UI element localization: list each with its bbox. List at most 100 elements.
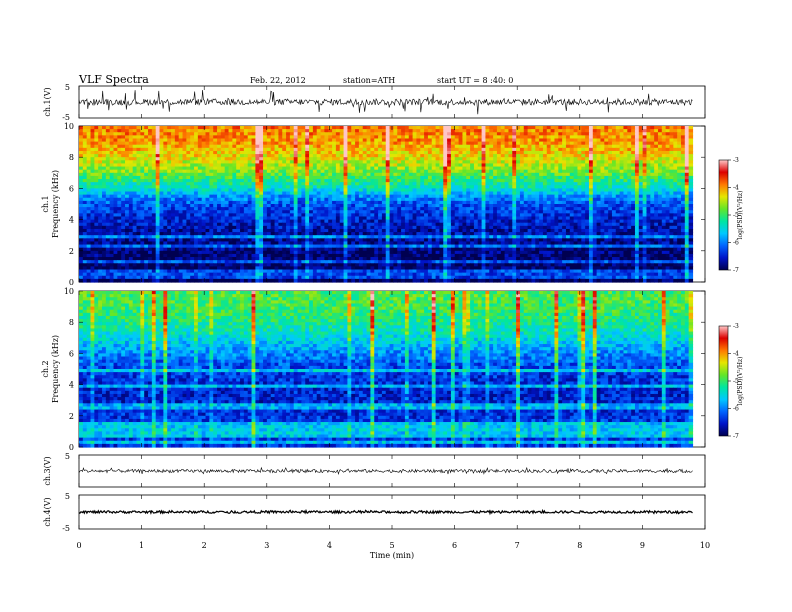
- spectrogram-cell: [634, 135, 640, 140]
- spectrogram-cell: [190, 141, 195, 146]
- spectrogram-cell: [355, 141, 360, 146]
- spectrogram-cell: [274, 157, 279, 161]
- spectrogram-cell: [144, 141, 149, 146]
- spectrogram-cell: [539, 135, 544, 140]
- spectrogram-cell: [259, 144, 264, 149]
- spectrogram-cell: [381, 135, 387, 140]
- spectrogram-cell: [416, 150, 421, 155]
- spectrogram-cell: [397, 129, 402, 133]
- spectrogram-cell: [466, 150, 471, 155]
- spectrogram-cell: [266, 132, 272, 136]
- spectrogram-cell: [581, 132, 586, 136]
- spectrogram-cell: [542, 141, 548, 146]
- spectrogram-cell: [121, 141, 126, 146]
- spectrogram-cell: [125, 135, 130, 140]
- spectrogram-cell: [228, 154, 233, 158]
- spectrogram-cell: [347, 141, 352, 146]
- spectrogram-cell: [251, 132, 256, 136]
- spectrogram-cell: [278, 154, 283, 158]
- spectrogram-cell: [282, 141, 287, 146]
- spectrogram-cell: [408, 141, 414, 146]
- spectrogram-cell: [105, 135, 111, 140]
- spectrogram-cell: [362, 157, 368, 161]
- spectrogram-cell: [90, 144, 95, 149]
- spectrogram-cell: [604, 144, 609, 149]
- spectrogram-cell: [286, 150, 291, 155]
- spectrogram-cell: [531, 154, 536, 158]
- spectrogram-cell: [431, 144, 437, 149]
- spectrogram-cell: [450, 147, 456, 152]
- spectrogram-cell: [121, 147, 126, 152]
- spectrogram-cell: [427, 154, 433, 158]
- spectrogram-cell: [159, 138, 164, 143]
- spectrogram-cell: [531, 132, 536, 136]
- spectrogram-cell: [228, 129, 233, 133]
- spectrogram-cell: [558, 126, 563, 130]
- spectrogram-cell: [550, 147, 556, 152]
- spectrogram-cell: [680, 126, 686, 130]
- spectrogram-cell: [79, 129, 84, 133]
- spectrogram-cell: [577, 150, 582, 155]
- spectrogram-cell: [278, 147, 283, 152]
- spectrogram-cell: [516, 150, 521, 155]
- spectrogram-cell: [684, 132, 690, 136]
- spectrogram-cell: [485, 144, 490, 149]
- spectrogram-cell: [378, 144, 383, 149]
- spectrogram-cell: [485, 132, 490, 136]
- spectrogram-cell: [389, 129, 394, 133]
- spectrogram-cell: [274, 144, 279, 149]
- spectrogram-cell: [631, 126, 636, 130]
- spectrogram-cell: [171, 157, 176, 161]
- spectrogram-cell: [623, 126, 628, 130]
- spectrogram-cell: [102, 150, 107, 155]
- spectrogram-cell: [500, 154, 506, 158]
- spectrogram-cell: [619, 138, 625, 143]
- spectrogram-cell: [408, 132, 414, 136]
- spectrogram-cell: [562, 147, 567, 152]
- spectrogram-cell: [309, 157, 314, 161]
- spectrogram-cell: [634, 129, 640, 133]
- spectrogram-cell: [243, 150, 249, 155]
- spectrogram-cell: [351, 126, 356, 130]
- spectrogram-cell: [312, 138, 318, 143]
- spectrogram-cell: [623, 144, 628, 149]
- spectrogram-cell: [581, 135, 586, 140]
- spectrogram-cell: [608, 154, 613, 158]
- spectrogram-cell: [650, 150, 655, 155]
- spectrogram-cell: [673, 150, 678, 155]
- spectrogram-cell: [646, 150, 651, 155]
- spectrogram-cell: [669, 154, 674, 158]
- spectrogram-cell: [278, 138, 283, 143]
- spectrogram-cell: [197, 154, 203, 158]
- spectrogram-cell: [577, 144, 582, 149]
- spectrogram-cell: [167, 132, 172, 136]
- spectrogram-cell: [519, 150, 525, 155]
- spectrogram-cell: [205, 129, 210, 133]
- spectrogram-cell: [646, 154, 651, 158]
- spectrogram-cell: [427, 126, 433, 130]
- spectrogram-cell: [650, 141, 655, 146]
- spectrogram-cell: [286, 132, 291, 136]
- spectrogram-cell: [339, 132, 345, 136]
- spectrogram-cell: [293, 141, 299, 146]
- spectrogram-cell: [420, 154, 425, 158]
- spectrogram-cell: [454, 126, 460, 130]
- spectrogram-cell: [569, 141, 575, 146]
- spectrogram-cell: [335, 126, 341, 130]
- spectrogram-cell: [316, 135, 322, 140]
- spectrogram-cell: [148, 141, 153, 146]
- spectrogram-cell: [600, 144, 605, 149]
- spectrogram-cell: [366, 144, 371, 149]
- spectrogram-cell: [585, 135, 590, 140]
- spectrogram-cell: [132, 150, 138, 155]
- spectrogram-cell: [604, 132, 609, 136]
- spectrogram-cell: [301, 132, 306, 136]
- spectrogram-cell: [366, 138, 371, 143]
- spectrogram-cell: [213, 132, 218, 136]
- spectrogram-cell: [562, 132, 567, 136]
- spectrogram-cell: [408, 129, 414, 133]
- spectrogram-cell: [332, 129, 337, 133]
- spectrogram-cell: [278, 126, 283, 130]
- spectrogram-cell: [312, 154, 318, 158]
- spectrogram-cell: [661, 129, 667, 133]
